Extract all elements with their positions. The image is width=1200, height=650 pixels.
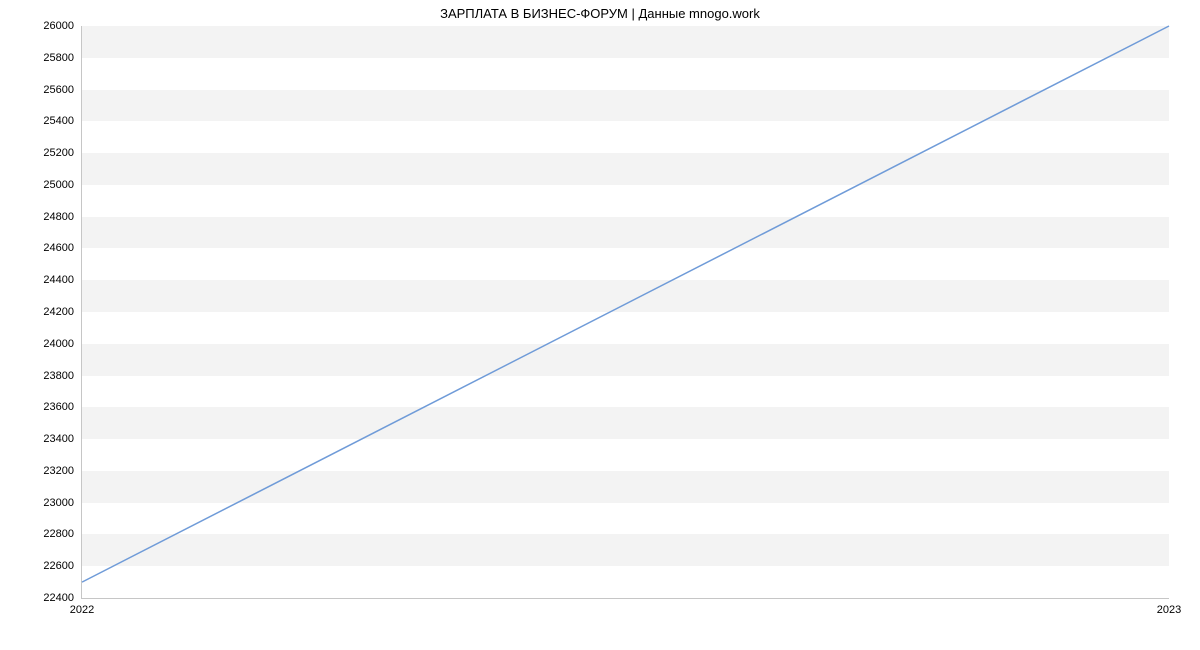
y-axis-tick-label: 23800 [43,370,82,382]
y-axis-tick-label: 25800 [43,52,82,64]
y-axis-tick-label: 23200 [43,465,82,477]
x-axis-tick-label: 2023 [1157,598,1181,616]
y-axis-tick-label: 25600 [43,84,82,96]
chart-title: ЗАРПЛАТА В БИЗНЕС-ФОРУМ | Данные mnogo.w… [0,0,1200,21]
y-axis-tick-label: 23600 [43,401,82,413]
y-axis-tick-label: 23400 [43,433,82,445]
y-axis-tick-label: 22800 [43,528,82,540]
y-axis-tick-label: 24400 [43,274,82,286]
x-axis-tick-label: 2022 [70,598,94,616]
y-axis-tick-label: 26000 [43,20,82,32]
y-axis-tick-label: 25000 [43,179,82,191]
y-axis-tick-label: 24800 [43,211,82,223]
y-axis-tick-label: 25400 [43,115,82,127]
y-axis-tick-label: 24000 [43,338,82,350]
y-axis-tick-label: 24200 [43,306,82,318]
y-axis-tick-label: 22600 [43,560,82,572]
y-axis-tick-label: 24600 [43,242,82,254]
chart-plot-area: 2240022600228002300023200234002360023800… [81,26,1169,599]
y-axis-tick-label: 25200 [43,147,82,159]
series-line [82,26,1169,582]
y-axis-tick-label: 23000 [43,497,82,509]
line-series [82,26,1169,598]
